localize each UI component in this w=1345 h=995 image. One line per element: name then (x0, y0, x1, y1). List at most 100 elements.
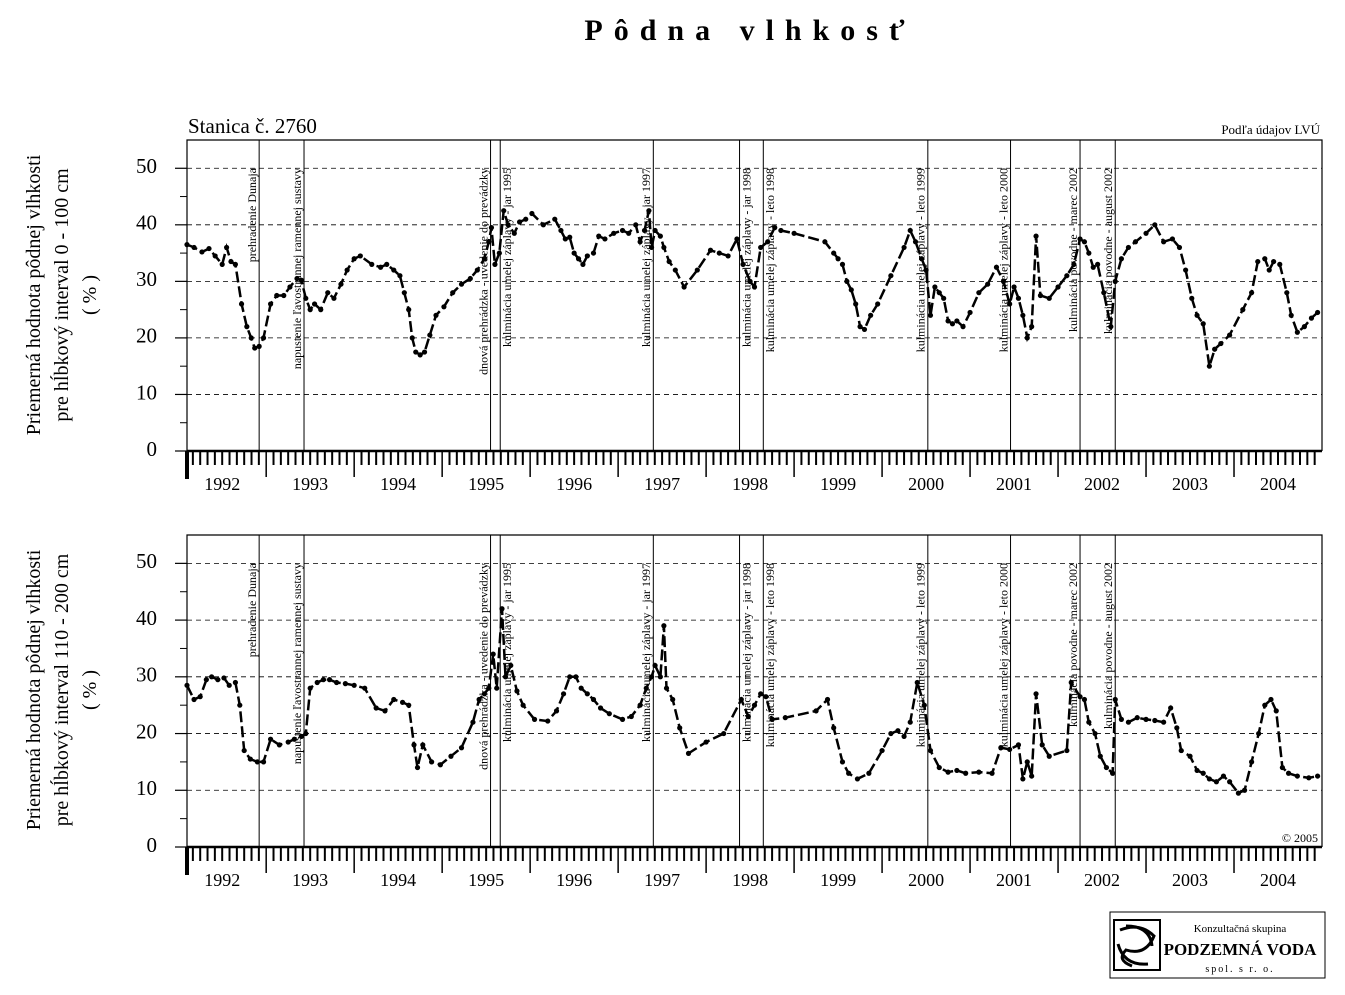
data-point (287, 284, 293, 290)
data-point (488, 225, 495, 231)
data-point (1103, 764, 1110, 771)
data-point (1143, 230, 1149, 236)
data-point (298, 733, 304, 739)
data-point (888, 730, 894, 737)
y-tick-label: 20 (136, 324, 157, 348)
data-point (1046, 295, 1052, 301)
data-point (1227, 779, 1233, 785)
data-point (949, 321, 956, 327)
data-point (590, 250, 597, 256)
event-label: kulminácia povodne - august 2002 (1101, 563, 1115, 729)
data-point (1284, 290, 1290, 296)
data-point (963, 770, 969, 776)
x-tick-label: 1994 (380, 474, 416, 494)
data-point (499, 606, 505, 612)
data-point (291, 736, 297, 742)
data-point (203, 677, 209, 683)
data-point (274, 292, 280, 299)
y-axis-label: pre hĺbkový interval 0 - 100 cm (49, 168, 73, 422)
data-point (652, 662, 658, 669)
data-point (685, 750, 692, 757)
x-tick-label: 1996 (556, 870, 592, 890)
data-point (1227, 332, 1233, 338)
data-point (437, 762, 443, 768)
data-point (681, 284, 687, 290)
logo-line3: spol. s r. o. (1205, 964, 1274, 975)
data-point (523, 216, 529, 222)
data-point (294, 275, 300, 282)
data-point (1194, 312, 1200, 318)
data-point (427, 332, 433, 338)
data-point (441, 304, 447, 310)
data-point (813, 708, 819, 714)
data-point (646, 208, 652, 214)
data-point (276, 742, 282, 748)
data-point (626, 230, 632, 236)
data-point (1241, 787, 1248, 793)
data-point (1200, 770, 1206, 776)
x-tick-label: 1998 (732, 870, 768, 890)
data-point (325, 290, 331, 296)
data-point (252, 345, 258, 351)
x-tick-label: 2000 (908, 474, 944, 494)
data-point (1090, 264, 1096, 270)
data-point (747, 278, 753, 284)
data-point (362, 685, 368, 691)
data-point (1068, 679, 1074, 686)
data-point (1315, 773, 1321, 779)
series-line (186, 210, 1319, 367)
data-point (413, 349, 419, 355)
data-point (1143, 716, 1149, 722)
data-point (1024, 335, 1030, 341)
y-tick-label: 30 (136, 267, 157, 291)
data-point (716, 250, 722, 256)
data-point (450, 290, 456, 296)
event-label: napustenie ľavostrannej ramennej sustavy (290, 168, 304, 369)
data-point (914, 679, 920, 686)
data-point (391, 267, 397, 273)
data-point (895, 728, 901, 734)
data-point (303, 295, 309, 301)
y-axis-label: Priemerná hodnota pôdnej vlhkosti (23, 154, 45, 435)
data-point (351, 682, 357, 688)
data-point (998, 745, 1004, 751)
data-point (791, 230, 797, 236)
data-point (285, 739, 291, 745)
data-point (492, 261, 498, 267)
data-point (514, 688, 520, 694)
logo: Konzultačná skupina PODZEMNÁ VODA spol. … (1109, 911, 1326, 979)
data-point (1187, 753, 1193, 759)
data-point (578, 685, 584, 691)
data-point (476, 696, 482, 703)
data-point (1266, 267, 1272, 273)
data-point (648, 244, 655, 251)
data-point (244, 324, 250, 330)
data-point (648, 674, 655, 680)
data-point (420, 742, 426, 748)
data-point (197, 694, 203, 700)
data-point (824, 696, 831, 703)
x-tick-label: 2003 (1172, 870, 1208, 890)
data-point (486, 239, 492, 245)
data-point (1220, 773, 1227, 779)
data-point (298, 277, 304, 283)
data-point (502, 674, 509, 680)
x-tick-label: 2000 (908, 870, 944, 890)
data-point (584, 253, 590, 259)
data-point (397, 273, 403, 279)
data-point (1240, 307, 1246, 313)
data-point (1256, 730, 1262, 737)
data-point (520, 702, 526, 708)
data-point (320, 677, 326, 683)
data-point (861, 326, 868, 333)
data-point (307, 685, 313, 691)
data-point (734, 236, 740, 242)
data-point (765, 239, 771, 245)
y-tick-label: 40 (136, 606, 157, 630)
data-point (1161, 719, 1167, 725)
data-point (740, 261, 746, 267)
data-point (1206, 776, 1212, 782)
data-point (481, 691, 487, 697)
y-tick-label: 0 (147, 833, 158, 857)
data-point (516, 219, 523, 225)
